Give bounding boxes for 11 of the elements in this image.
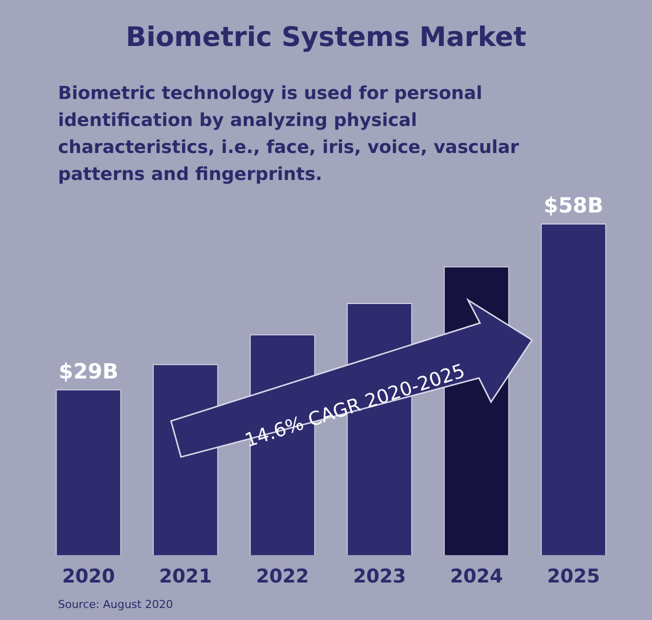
source-note: Source: August 2020 (58, 598, 173, 611)
chart-title: Biometric Systems Market (124, 22, 528, 53)
x-tick-label: 2020 (62, 566, 115, 588)
chart-subtitle: Biometric technology is used for personal identification by analyzing physical characteristics, i.e., face, iris, voice, vascular patterns and fingerprints. (58, 82, 520, 187)
x-tick-label: 2025 (547, 566, 600, 588)
x-tick-label: 2022 (256, 566, 309, 588)
data-label: $58B (544, 193, 604, 218)
data-label: $29B (58, 359, 118, 384)
x-tick-label: 2024 (450, 566, 503, 588)
x-tick-label: 2023 (353, 566, 406, 588)
x-tick-label: 2021 (159, 566, 212, 588)
